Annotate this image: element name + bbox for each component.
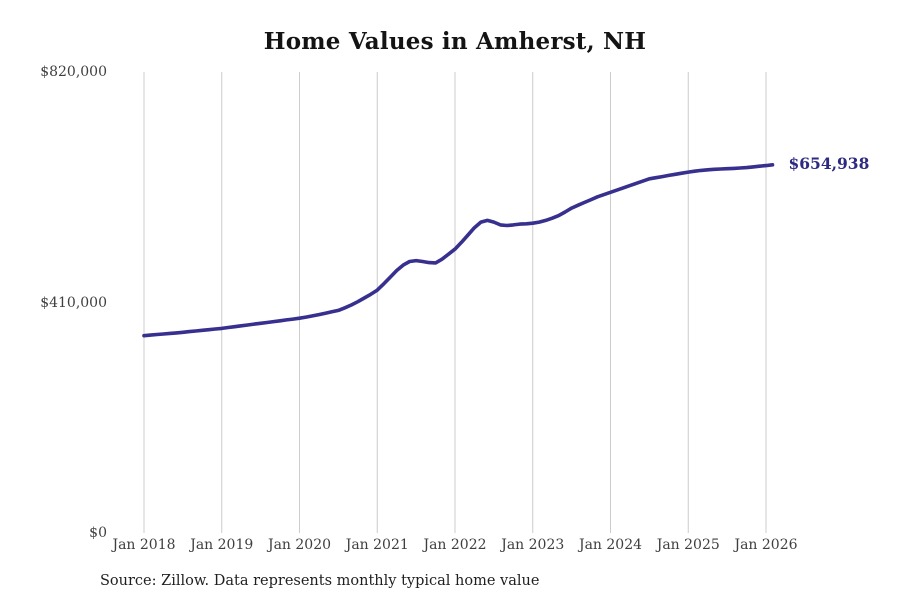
x-tick-label: Jan 2020 xyxy=(267,537,332,553)
latest-value-label: $654,938 xyxy=(788,153,870,173)
x-tick-label: Jan 2026 xyxy=(734,537,798,553)
x-tick-label: Jan 2024 xyxy=(578,537,643,553)
x-tick-label: Jan 2021 xyxy=(345,537,409,553)
source-note: Source: Zillow. Data represents monthly … xyxy=(100,573,540,589)
y-tick-label: $410,000 xyxy=(40,294,107,311)
home-value-line xyxy=(142,163,775,338)
x-tick-label: Jan 2025 xyxy=(656,537,720,553)
x-tick-label: Jan 2019 xyxy=(190,537,254,553)
y-tick-label: $820,000 xyxy=(40,64,107,80)
chart-title: Home Values in Amherst, NH xyxy=(263,28,647,55)
x-tick-label: Jan 2023 xyxy=(501,537,565,553)
x-tick-label: Jan 2018 xyxy=(112,537,176,553)
x-tick-label: Jan 2022 xyxy=(423,537,487,553)
y-tick-label: $0 xyxy=(89,525,107,541)
